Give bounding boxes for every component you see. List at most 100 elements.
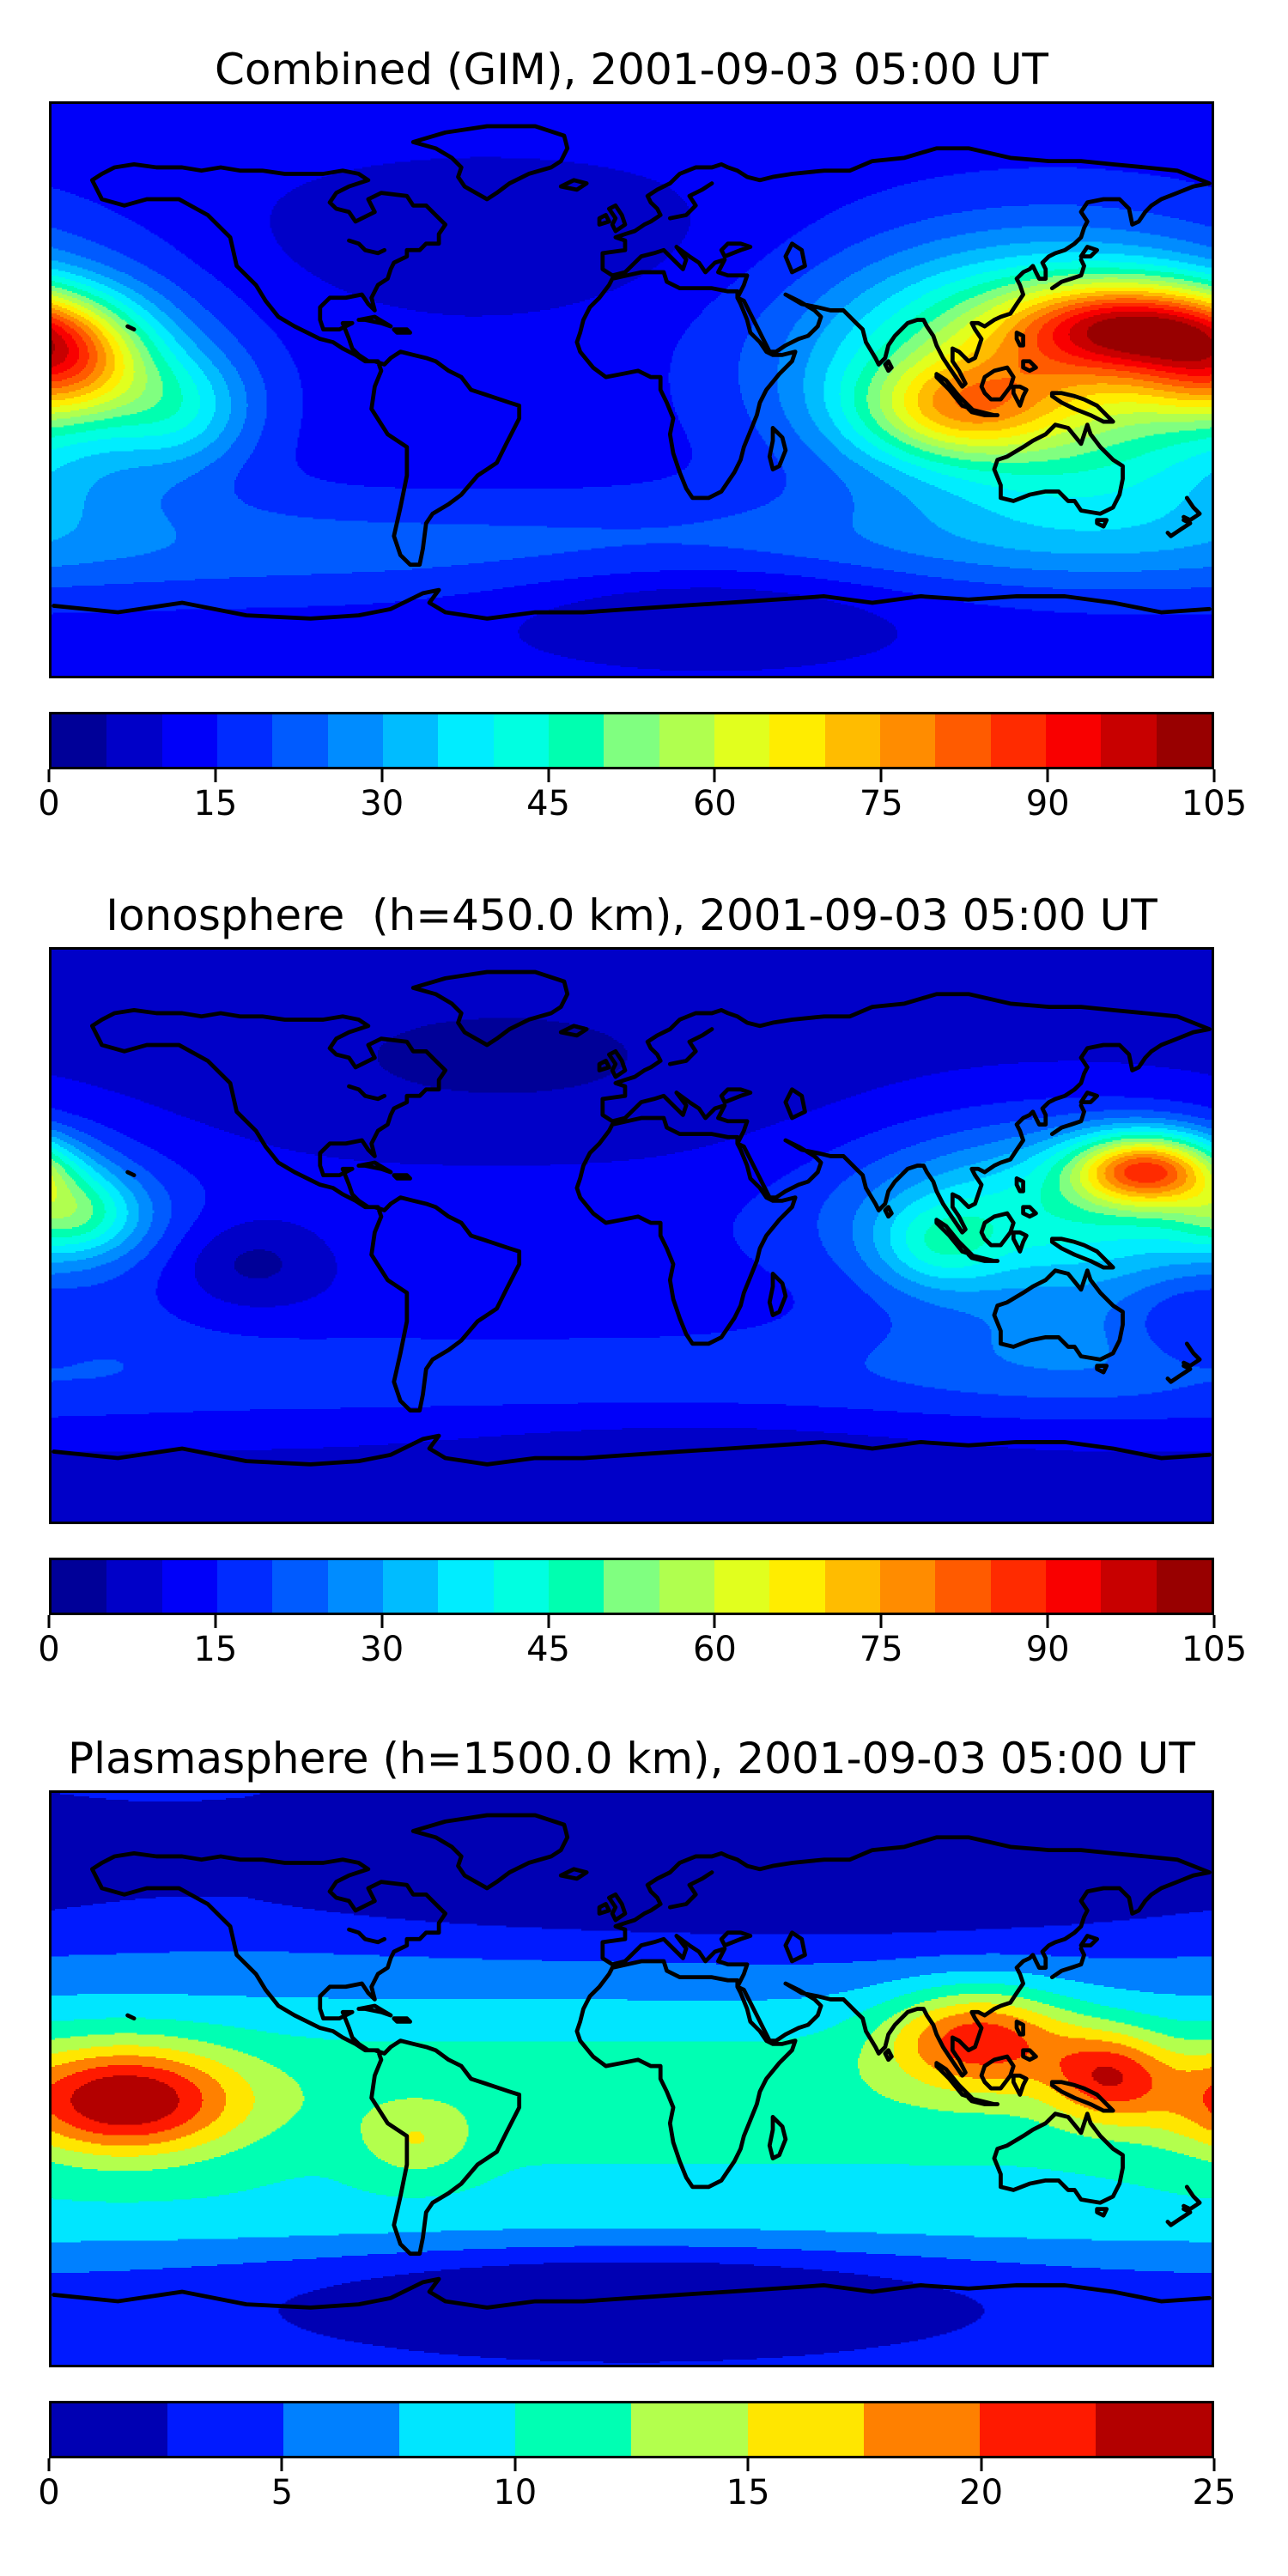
colorbar-segment xyxy=(990,714,1046,767)
colorbar-tick-label: 5 xyxy=(270,2473,294,2512)
colorbar-tick xyxy=(980,2458,983,2471)
panel-title: Ionosphere (h=450.0 km), 2001-09-03 05:0… xyxy=(106,890,1157,940)
colorbar-tick xyxy=(47,1615,51,1628)
world-map-ionosphere xyxy=(49,947,1214,1524)
colorbar-segment xyxy=(879,1560,936,1613)
colorbar-axis: 0 15 30 45 60 75 90 105 xyxy=(38,769,1247,864)
colorbar-segment xyxy=(747,2403,864,2456)
colorbar-tick-label: 75 xyxy=(859,1630,903,1669)
colorbar-axis: 0 5 10 15 20 25 xyxy=(38,2458,1236,2553)
colorbar-segment xyxy=(493,714,549,767)
colorbar-tick-label: 90 xyxy=(1025,784,1070,823)
colorbar-segment xyxy=(979,2403,1096,2456)
colorbar-segment xyxy=(935,1560,991,1613)
colorbar-segment xyxy=(1101,714,1157,767)
colorbar-segment xyxy=(216,714,273,767)
colorbar-tick xyxy=(214,769,217,782)
colorbar-segment xyxy=(327,714,383,767)
colorbar-segment xyxy=(106,714,162,767)
colorbar-tick-label: 45 xyxy=(526,1630,571,1669)
colorbar-segment xyxy=(161,1560,217,1613)
colorbar-segment xyxy=(879,714,936,767)
colorbar-tick xyxy=(1212,1615,1216,1628)
colorbar-segment xyxy=(548,714,605,767)
colorbar xyxy=(49,2401,1214,2458)
colorbar-tick xyxy=(214,1615,217,1628)
colorbar-segment xyxy=(935,714,991,767)
colorbar-segment xyxy=(714,1560,770,1613)
colorbar-tick-label: 105 xyxy=(1181,784,1248,823)
colorbar-tick xyxy=(713,1615,716,1628)
colorbar-tick xyxy=(879,1615,883,1628)
colorbar-segment xyxy=(631,2403,748,2456)
colorbar-tick xyxy=(513,2458,517,2471)
colorbar-segment xyxy=(515,2403,632,2456)
colorbar-tick-label: 90 xyxy=(1025,1630,1070,1669)
colorbar-tick-label: 60 xyxy=(692,784,737,823)
colorbar-tick xyxy=(47,769,51,782)
tec-field-canvas xyxy=(52,1793,1212,2365)
colorbar-segment xyxy=(216,1560,273,1613)
colorbar-segment xyxy=(604,1560,659,1613)
colorbar-tick xyxy=(47,2458,51,2471)
colorbar-segment xyxy=(52,714,107,767)
colorbar-segment xyxy=(659,714,714,767)
colorbar-segment xyxy=(824,1560,880,1613)
colorbar xyxy=(49,712,1214,769)
coastlines-overlay xyxy=(52,124,1212,621)
colorbar-tick-label: 105 xyxy=(1181,1630,1248,1669)
colorbar-segment xyxy=(382,1560,439,1613)
colorbar-segment xyxy=(1045,1560,1102,1613)
colorbar-tick-label: 30 xyxy=(360,784,404,823)
colorbar xyxy=(49,1558,1214,1615)
colorbar-tick-label: 30 xyxy=(360,1630,404,1669)
colorbar-segment xyxy=(52,1560,107,1613)
colorbar-tick xyxy=(1212,769,1216,782)
colorbar-tick-label: 25 xyxy=(1192,2473,1236,2512)
colorbar-segment xyxy=(548,1560,605,1613)
colorbar-segment xyxy=(52,2403,168,2456)
colorbar-segment xyxy=(1045,714,1102,767)
colorbar-tick xyxy=(547,1615,550,1628)
colorbar-segment xyxy=(1095,2403,1212,2456)
colorbar-segment xyxy=(769,1560,825,1613)
colorbar-segment xyxy=(659,1560,714,1613)
colorbar-tick-label: 15 xyxy=(193,784,238,823)
coastlines-overlay xyxy=(52,1813,1212,2310)
colorbar-tick xyxy=(1212,2458,1216,2471)
colorbar-segment xyxy=(714,714,770,767)
colorbar-segment xyxy=(438,714,494,767)
colorbar-tick-label: 20 xyxy=(959,2473,1004,2512)
colorbar-segment xyxy=(1101,1560,1157,1613)
colorbar-tick xyxy=(879,769,883,782)
colorbar-segment xyxy=(438,1560,494,1613)
colorbar-segment xyxy=(1156,714,1212,767)
panel-title: Plasmasphere (h=1500.0 km), 2001-09-03 0… xyxy=(68,1734,1195,1783)
colorbar-tick xyxy=(380,769,384,782)
colorbar-segment xyxy=(382,714,439,767)
colorbar-tick-label: 15 xyxy=(193,1630,238,1669)
colorbar-tick xyxy=(1046,1615,1049,1628)
colorbar-segment xyxy=(106,1560,162,1613)
colorbar-segment xyxy=(283,2403,400,2456)
colorbar-segment xyxy=(272,714,328,767)
colorbar-segment xyxy=(769,714,825,767)
colorbar-axis: 0 15 30 45 60 75 90 105 xyxy=(38,1615,1247,1710)
colorbar-tick-label: 0 xyxy=(38,784,60,823)
colorbar-tick-label: 15 xyxy=(726,2473,770,2512)
colorbar-segment xyxy=(167,2403,284,2456)
tec-field-canvas xyxy=(52,950,1212,1522)
colorbar-segment xyxy=(327,1560,383,1613)
world-map-combined xyxy=(49,101,1214,678)
colorbar-tick-label: 45 xyxy=(526,784,571,823)
colorbar-tick-label: 0 xyxy=(38,2473,60,2512)
coastline-path xyxy=(52,1813,1212,2310)
colorbar-tick xyxy=(713,769,716,782)
tec-field-canvas xyxy=(52,104,1212,676)
colorbar-tick-label: 75 xyxy=(859,784,903,823)
colorbar-segment xyxy=(399,2403,516,2456)
colorbar-segment xyxy=(161,714,217,767)
colorbar-tick xyxy=(746,2458,750,2471)
colorbar-tick-label: 10 xyxy=(493,2473,538,2512)
colorbar-segment xyxy=(1156,1560,1212,1613)
